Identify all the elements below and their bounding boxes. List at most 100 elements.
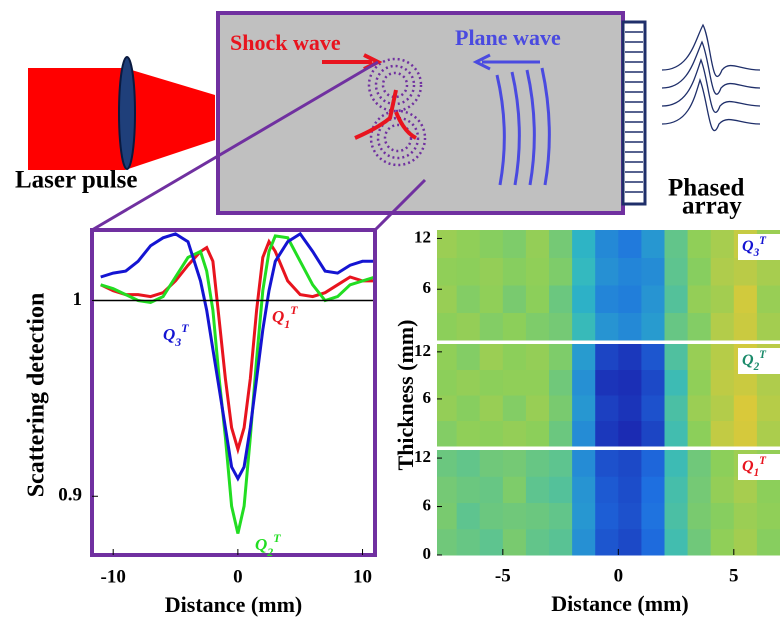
heat-cell <box>711 450 735 477</box>
heat-cell <box>641 344 665 370</box>
heat-cell <box>572 476 596 503</box>
heat-cell <box>595 344 619 370</box>
heat-cell <box>688 395 712 421</box>
y-tick-label: 6 <box>423 495 432 514</box>
charts: -10 0 10 0.9 1 Distance (mm) Scattering detect… <box>24 227 780 617</box>
heat-cell <box>595 395 619 421</box>
heat-cell <box>526 529 550 556</box>
heat-cell <box>618 344 642 370</box>
heat-cell <box>618 370 642 396</box>
heat-cell <box>437 230 457 258</box>
heat-cell <box>641 421 665 447</box>
heat-cell <box>457 529 481 556</box>
heat-cell <box>641 313 665 341</box>
heat-cell <box>641 230 665 258</box>
heat-cell <box>734 258 758 286</box>
heat-cell <box>572 370 596 396</box>
y-tick-label: 0.9 <box>58 485 82 506</box>
heat-cell <box>480 285 504 313</box>
heat-cell <box>457 230 481 258</box>
heat-cell <box>688 285 712 313</box>
heat-cell <box>688 421 712 447</box>
heat-cell <box>437 476 457 503</box>
heat-cell <box>595 370 619 396</box>
heat-cell <box>549 230 573 258</box>
x-axis-label: Distance (mm) <box>551 591 688 616</box>
heat-cell <box>734 529 758 556</box>
heat-cell <box>665 529 689 556</box>
heat-cell <box>572 503 596 530</box>
heat-cell <box>641 258 665 286</box>
heat-cell <box>618 230 642 258</box>
heat-cell <box>549 285 573 313</box>
heat-cell <box>437 529 457 556</box>
heat-cell <box>549 395 573 421</box>
heat-cell <box>734 313 758 341</box>
heat-cell <box>711 503 735 530</box>
transducer <box>623 22 645 204</box>
heat-cell <box>572 344 596 370</box>
heat-cell <box>595 476 619 503</box>
heat-cell <box>549 476 573 503</box>
heat-cell <box>618 285 642 313</box>
heat-cell <box>711 421 735 447</box>
heat-cell <box>711 313 735 341</box>
heat-cell <box>618 258 642 286</box>
phased-array-label: array <box>682 193 742 220</box>
y-tick-label: 1 <box>73 289 83 310</box>
y-tick-label: 0 <box>423 544 432 563</box>
page: {"diagram":{"shock_wave":"Shock wave","p… <box>0 0 780 627</box>
heat-cell <box>526 370 550 396</box>
heat-cell <box>526 450 550 477</box>
heat-cell <box>549 450 573 477</box>
waveforms <box>662 25 760 131</box>
heat-cell <box>480 313 504 341</box>
heat-cell <box>480 230 504 258</box>
heat-cell <box>480 529 504 556</box>
heat-cell <box>665 230 689 258</box>
heat-cell <box>711 476 735 503</box>
heat-cell <box>618 421 642 447</box>
heat-cell <box>572 450 596 477</box>
heat-cell <box>437 344 457 370</box>
heat-cell <box>457 421 481 447</box>
heat-cell <box>757 529 780 556</box>
heat-cell <box>549 370 573 396</box>
heat-cell <box>665 476 689 503</box>
y-tick-label: 6 <box>423 278 432 297</box>
heat-cell <box>641 285 665 313</box>
heat-cell <box>503 503 527 530</box>
heat-cell <box>641 395 665 421</box>
heat-cell <box>688 344 712 370</box>
heat-cell <box>457 344 481 370</box>
heat-cell <box>757 313 780 341</box>
heat-cell <box>711 370 735 396</box>
heat-cell <box>457 395 481 421</box>
x-axis-label: Distance (mm) <box>165 592 302 617</box>
heat-cell <box>526 258 550 286</box>
heat-cell <box>503 344 527 370</box>
heat-cell <box>711 344 735 370</box>
heat-cell <box>641 450 665 477</box>
heat-cell <box>688 503 712 530</box>
heat-cell <box>457 370 481 396</box>
heat-cell <box>618 476 642 503</box>
heat-cell <box>503 476 527 503</box>
heat-cell <box>526 503 550 530</box>
x-tick-label: 0 <box>614 565 624 586</box>
heat-cell <box>503 370 527 396</box>
x-tick-label: 10 <box>353 566 372 587</box>
heat-cell <box>688 370 712 396</box>
heat-cell <box>526 344 550 370</box>
heat-cell <box>665 370 689 396</box>
y-axis-label: Scattering detection <box>24 293 50 498</box>
heat-cell <box>437 370 457 396</box>
lens <box>119 57 135 169</box>
heat-cell <box>757 395 780 421</box>
heat-cell <box>437 450 457 477</box>
x-tick-label: -10 <box>101 566 126 587</box>
heat-cell <box>457 503 481 530</box>
heat-cell <box>711 285 735 313</box>
heat-cell <box>549 421 573 447</box>
heat-cell <box>734 476 758 503</box>
